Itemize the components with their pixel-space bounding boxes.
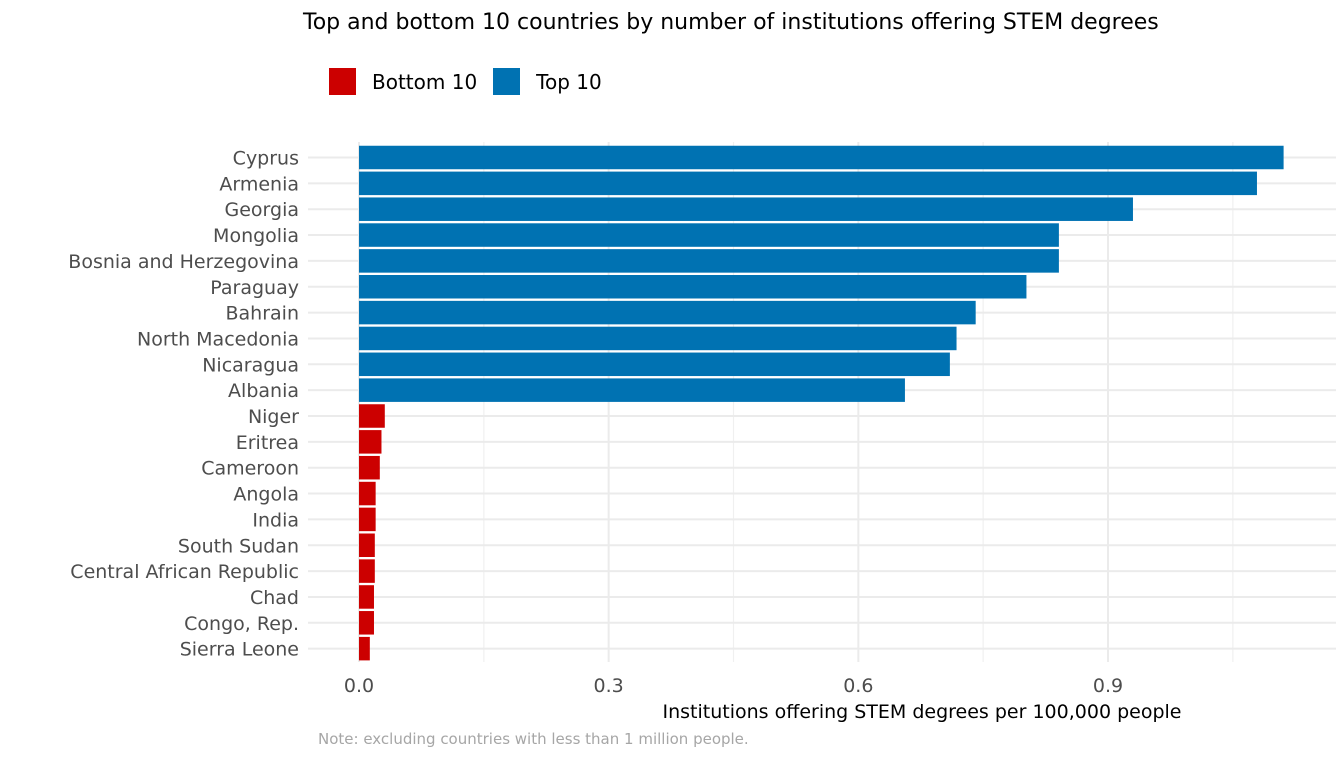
bar-nicaragua: [359, 352, 950, 377]
y-tick-label: Sierra Leone: [180, 639, 299, 661]
bar-south-sudan: [359, 533, 375, 557]
y-tick-label: Congo, Rep.: [184, 613, 299, 635]
bar-sierra-leone: [359, 636, 370, 661]
chart-title: Top and bottom 10 countries by number of…: [303, 10, 1159, 35]
y-tick-label: Armenia: [219, 173, 299, 195]
bar-central-african-republic: [359, 559, 375, 583]
y-tick-label: South Sudan: [178, 535, 299, 557]
y-tick-label: Nicaragua: [202, 354, 299, 376]
x-axis-title: Institutions offering STEM degrees per 1…: [663, 701, 1182, 723]
chart-note: Note: excluding countries with less than…: [318, 730, 749, 748]
legend: Bottom 10 Top 10: [329, 68, 618, 95]
x-tick-label: 0.9: [1093, 675, 1123, 697]
x-tick-label: 0.6: [843, 675, 873, 697]
bar-north-macedonia: [359, 326, 957, 351]
y-tick-label: Georgia: [225, 199, 300, 221]
bar-bahrain: [359, 300, 976, 325]
bar-eritrea: [359, 430, 382, 454]
x-tick-label: 0.0: [344, 675, 374, 697]
y-tick-label: Cameroon: [201, 458, 299, 480]
bar-bosnia-and-herzegovina: [359, 249, 1059, 273]
legend-swatch-bottom-10: [329, 68, 356, 95]
bar-armenia: [359, 171, 1257, 196]
y-tick-label: Mongolia: [213, 225, 299, 247]
y-tick-label: Angola: [233, 484, 299, 506]
legend-item-bottom-10: Bottom 10: [329, 68, 477, 95]
bar-mongolia: [359, 223, 1059, 247]
bar-cyprus: [359, 145, 1284, 170]
bar-angola: [359, 481, 376, 506]
bar-georgia: [359, 197, 1133, 221]
x-tick-label: 0.3: [594, 675, 624, 697]
y-tick-label: India: [252, 509, 299, 531]
y-tick-label: Albania: [228, 380, 299, 402]
y-tick-label: Chad: [250, 587, 299, 609]
legend-label-top-10: Top 10: [536, 69, 602, 94]
y-tick-label: Bahrain: [226, 303, 300, 325]
bar-india: [359, 507, 376, 532]
y-tick-label: Cyprus: [233, 148, 299, 170]
bar-niger: [359, 404, 385, 428]
bar-cameroon: [359, 455, 380, 480]
y-tick-label: Paraguay: [210, 277, 299, 299]
y-tick-label: Eritrea: [236, 432, 299, 454]
bar-albania: [359, 378, 905, 402]
legend-label-bottom-10: Bottom 10: [372, 69, 478, 94]
y-tick-label: Central African Republic: [70, 561, 299, 583]
bar-chad: [359, 585, 374, 609]
bar-paraguay: [359, 275, 1027, 299]
y-tick-label: Bosnia and Herzegovina: [68, 251, 299, 273]
y-tick-label: Niger: [248, 406, 299, 428]
y-tick-label: North Macedonia: [137, 328, 299, 350]
legend-item-top-10: Top 10: [493, 68, 602, 95]
legend-swatch-top-10: [493, 68, 521, 95]
bar-congo-rep-: [359, 611, 374, 635]
